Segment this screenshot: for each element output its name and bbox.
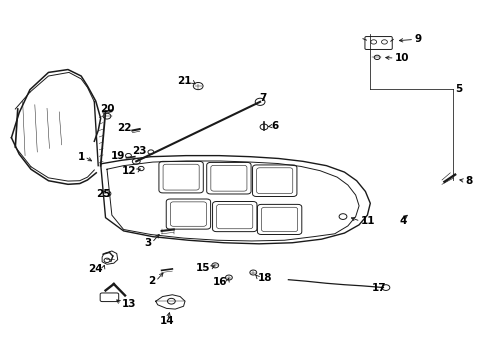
Text: 14: 14 (160, 316, 174, 325)
Text: 3: 3 (144, 238, 152, 248)
Text: 19: 19 (110, 150, 125, 161)
Text: 16: 16 (212, 277, 227, 287)
Text: 4: 4 (399, 216, 406, 226)
Text: 12: 12 (122, 166, 136, 176)
Text: 15: 15 (196, 263, 210, 273)
Text: 23: 23 (132, 145, 147, 156)
Text: 1: 1 (77, 152, 84, 162)
Text: 5: 5 (454, 84, 462, 94)
Text: 24: 24 (88, 264, 103, 274)
Text: 22: 22 (117, 123, 131, 133)
Text: 6: 6 (271, 121, 278, 131)
Text: 17: 17 (371, 283, 386, 293)
Text: 25: 25 (96, 189, 110, 199)
Text: 21: 21 (177, 76, 191, 86)
Text: 18: 18 (258, 273, 272, 283)
Text: 9: 9 (413, 35, 421, 44)
Text: 11: 11 (360, 216, 374, 226)
Text: 10: 10 (394, 53, 408, 63)
Text: 13: 13 (122, 299, 136, 309)
Text: 2: 2 (148, 276, 156, 286)
Text: 8: 8 (464, 176, 471, 186)
Text: 20: 20 (100, 104, 114, 114)
Text: 7: 7 (259, 93, 266, 103)
